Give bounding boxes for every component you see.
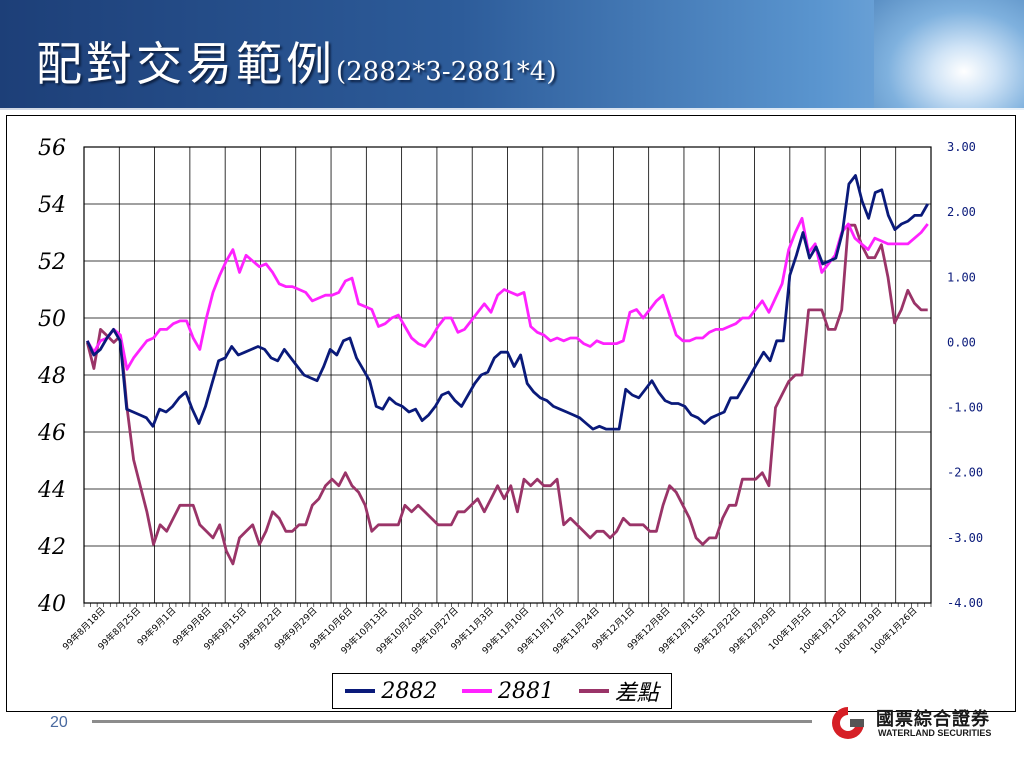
right-tick-label: 0.00 bbox=[947, 335, 976, 349]
logo-name-chinese: 國票綜合證券 bbox=[876, 709, 990, 730]
legend-label-spread: 差點 bbox=[614, 681, 659, 706]
left-tick-label: 44 bbox=[37, 478, 66, 503]
legend-item-2881: 2881 bbox=[461, 678, 554, 704]
left-tick-label: 42 bbox=[37, 535, 66, 560]
company-logo: 國票綜合證券 WATERLAND SECURITIES bbox=[828, 703, 1018, 748]
title-banner: 配對交易範例(2882*3-2881*4) bbox=[0, 0, 1024, 111]
chart-legend: 2882 2881 差點 bbox=[332, 673, 672, 709]
series-line-2881 bbox=[86, 216, 929, 371]
logo-swirl-icon bbox=[832, 707, 864, 739]
legend-label-2882: 2882 bbox=[381, 678, 438, 704]
left-tick-label: 52 bbox=[38, 250, 66, 275]
right-tick-label: -4.00 bbox=[947, 596, 983, 610]
slide-title-formula: (2882*3-2881*4) bbox=[336, 57, 557, 87]
footer-divider bbox=[92, 720, 812, 723]
legend-swatch-2882 bbox=[345, 689, 376, 693]
banner-divider bbox=[0, 108, 1024, 111]
left-tick-label: 46 bbox=[37, 421, 66, 446]
legend-swatch-2881 bbox=[461, 689, 492, 693]
left-tick-label: 54 bbox=[38, 193, 66, 218]
banner-photo-image bbox=[874, 0, 1024, 110]
right-tick-label: -3.00 bbox=[947, 531, 983, 545]
line-chart: 40 42 44 46 48 50 52 54 56 -4.00 -3.00 -2.00 -1.00 0.… bbox=[37, 136, 983, 657]
slide-title-main: 配對交易範例 bbox=[36, 37, 336, 91]
left-tick-label: 40 bbox=[37, 592, 66, 617]
slide-title: 配對交易範例(2882*3-2881*4) bbox=[36, 28, 557, 94]
chart-frame: 40 42 44 46 48 50 52 54 56 -4.00 -3.00 -2.00 -1.00 0.… bbox=[6, 115, 1016, 712]
legend-item-spread: 差點 bbox=[578, 675, 659, 707]
right-tick-label: -2.00 bbox=[947, 466, 983, 480]
left-tick-label: 50 bbox=[38, 307, 66, 332]
right-tick-label: 3.00 bbox=[947, 140, 976, 154]
logo-name-english: WATERLAND SECURITIES bbox=[878, 728, 992, 738]
left-tick-label: 48 bbox=[37, 364, 66, 389]
right-tick-label: -1.00 bbox=[947, 401, 983, 415]
legend-label-2881: 2881 bbox=[497, 678, 554, 704]
right-tick-label: 1.00 bbox=[947, 270, 976, 284]
series-line-2882 bbox=[86, 174, 929, 431]
left-tick-label: 56 bbox=[38, 136, 66, 161]
legend-swatch-spread bbox=[578, 689, 609, 693]
series-line-spread bbox=[85, 223, 928, 566]
page-number: 20 bbox=[50, 714, 68, 731]
legend-item-2882: 2882 bbox=[345, 679, 437, 704]
right-tick-label: 2.00 bbox=[947, 205, 976, 219]
